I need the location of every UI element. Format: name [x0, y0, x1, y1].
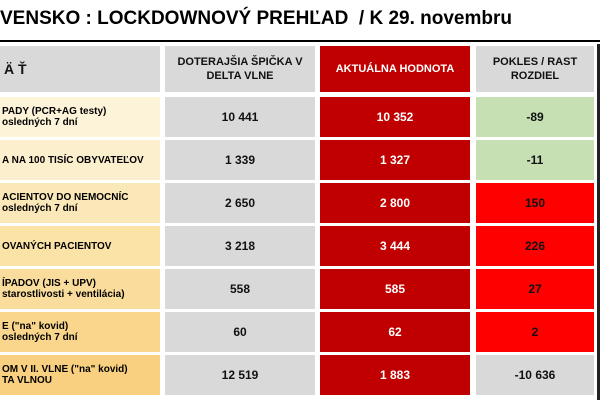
label-line: E ("na" kovid) — [2, 321, 69, 332]
current-value: 1 883 — [320, 355, 470, 395]
label-line: OM V II. VLNE ("na" kovid) — [2, 364, 128, 375]
peak-value: 3 218 — [165, 226, 315, 266]
change-value: 226 — [476, 226, 594, 266]
label-line: TA VLNOU — [2, 375, 52, 386]
row-label: A NA 100 TISÍC OBYVATEĽOV — [0, 140, 160, 180]
title: VENSKO : LOCKDOWNOVÝ PREHĽAD / K 29. nov… — [0, 8, 512, 29]
change-value: -89 — [476, 97, 594, 137]
label-line: osledných 7 dní — [2, 332, 78, 343]
current-value: 1 327 — [320, 140, 470, 180]
label-line: osledných 7 dní — [2, 117, 78, 128]
column-header: DOTERAJŠIA ŠPIČKA V DELTA VLNE — [165, 46, 315, 92]
row-label: OVANÝCH PACIENTOV — [0, 226, 160, 266]
peak-value: 12 519 — [165, 355, 315, 395]
change-value: 27 — [476, 269, 594, 309]
column-header: POKLES / RAST ROZDIEL — [476, 46, 594, 92]
current-value: 10 352 — [320, 97, 470, 137]
row-label: ÍPADOV (JIS + UPV) starostlivosti + venti… — [0, 269, 160, 309]
label-line: ACIENTOV DO NEMOCNÍC — [2, 192, 129, 203]
peak-value: 1 339 — [165, 140, 315, 180]
label-line: PADY (PCR+AG testy) — [2, 106, 107, 117]
label-line: OVANÝCH PACIENTOV — [2, 240, 112, 252]
change-value: -10 636 — [476, 355, 594, 395]
title-rule — [0, 40, 600, 42]
label-line: starostlivosti + ventilácia) — [2, 289, 125, 300]
peak-value: 2 650 — [165, 183, 315, 223]
row-label: E ("na" kovid) osledných 7 dní — [0, 312, 160, 352]
edge — [597, 44, 600, 400]
label-line: ÍPADOV (JIS + UPV) — [2, 278, 97, 289]
row-label: PADY (PCR+AG testy) osledných 7 dní — [0, 97, 160, 137]
column-header: Ä Ť — [0, 46, 160, 92]
peak-value: 60 — [165, 312, 315, 352]
column-header: AKTUÁLNA HODNOTA — [320, 46, 470, 92]
current-value: 585 — [320, 269, 470, 309]
peak-value: 558 — [165, 269, 315, 309]
peak-value: 10 441 — [165, 97, 315, 137]
row-label: ACIENTOV DO NEMOCNÍC osledných 7 dní — [0, 183, 160, 223]
current-value: 62 — [320, 312, 470, 352]
change-value: -11 — [476, 140, 594, 180]
row-label: OM V II. VLNE ("na" kovid) TA VLNOU — [0, 355, 160, 395]
change-value: 2 — [476, 312, 594, 352]
change-value: 150 — [476, 183, 594, 223]
current-value: 3 444 — [320, 226, 470, 266]
label-line: osledných 7 dní — [2, 203, 78, 214]
label-line: A NA 100 TISÍC OBYVATEĽOV — [2, 154, 144, 166]
current-value: 2 800 — [320, 183, 470, 223]
